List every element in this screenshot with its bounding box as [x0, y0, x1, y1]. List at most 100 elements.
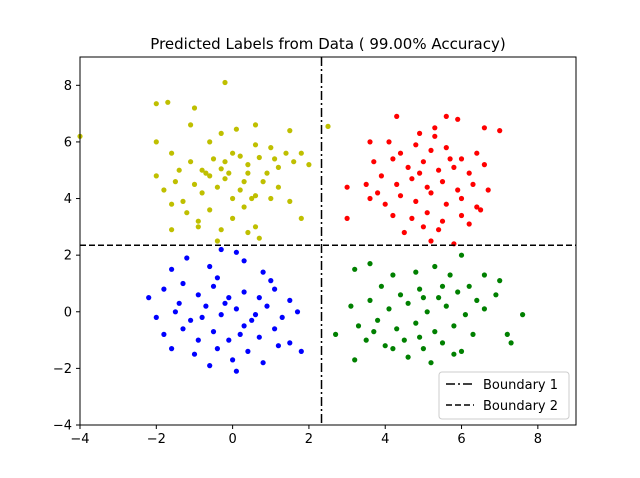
data-point-series-3 [432, 263, 438, 270]
x-tick-label: −4 [70, 432, 89, 447]
data-point-series-1 [394, 113, 400, 119]
data-point-series-1 [420, 224, 426, 230]
data-point-series-0 [245, 170, 251, 176]
x-tick-label: 6 [457, 432, 465, 447]
data-point-series-0 [199, 167, 205, 173]
data-point-series-2 [222, 300, 228, 306]
data-point-series-3 [405, 300, 411, 306]
data-point-series-1 [390, 156, 396, 162]
data-point-series-2 [188, 317, 194, 323]
data-point-series-2 [241, 323, 247, 329]
data-point-series-0 [203, 170, 209, 176]
data-point-series-1 [397, 150, 404, 156]
data-point-series-0 [298, 150, 304, 156]
axis-ticks-layer: −4 −2 0 2 4 6 8 −4 −2 0 2 4 6 8 [53, 79, 542, 447]
data-point-series-2 [287, 340, 293, 346]
data-point-series-1 [428, 190, 434, 196]
data-point-series-2 [241, 289, 247, 295]
data-point-series-1 [439, 179, 446, 185]
data-point-series-1 [401, 229, 407, 236]
data-point-series-2 [256, 334, 262, 340]
data-point-series-0 [207, 139, 213, 145]
data-point-series-3 [497, 278, 503, 284]
data-point-series-0 [237, 153, 243, 159]
data-point-series-0 [272, 156, 278, 162]
data-point-series-2 [233, 249, 239, 255]
x-tick-label: 8 [534, 432, 542, 447]
data-point-series-0 [249, 195, 255, 202]
data-point-series-2 [298, 348, 304, 354]
data-point-series-2 [294, 309, 301, 315]
data-point-series-2 [260, 360, 266, 366]
data-point-series-3 [504, 331, 510, 337]
data-point-series-3 [401, 337, 407, 343]
data-point-series-2 [241, 258, 247, 264]
data-point-series-2 [256, 295, 262, 301]
data-point-series-0 [222, 159, 228, 165]
data-point-series-2 [207, 263, 213, 270]
data-point-series-2 [233, 306, 239, 312]
data-point-series-0 [214, 184, 220, 190]
data-point-series-2 [203, 303, 209, 309]
data-point-series-3 [424, 309, 430, 315]
data-point-series-0 [195, 224, 201, 230]
data-point-series-0 [199, 190, 205, 196]
data-point-series-1 [432, 125, 438, 131]
data-point-series-1 [428, 238, 434, 244]
data-point-series-3 [386, 306, 392, 312]
data-point-series-2 [230, 357, 236, 363]
data-point-series-1 [436, 227, 442, 233]
data-point-series-2 [279, 314, 285, 320]
data-point-series-3 [405, 354, 411, 360]
data-point-series-1 [382, 201, 388, 207]
data-point-series-3 [390, 346, 396, 352]
plot-frame [79, 56, 577, 426]
data-point-series-3 [470, 331, 476, 337]
data-point-series-3 [458, 348, 465, 354]
data-point-series-2 [237, 331, 243, 337]
data-point-series-3 [432, 329, 438, 335]
data-point-series-0 [275, 184, 281, 190]
data-point-series-3 [458, 252, 465, 258]
data-point-series-3 [420, 346, 426, 352]
data-point-series-1 [397, 193, 404, 199]
y-tick-label: 8 [64, 79, 72, 94]
data-point-series-3 [508, 340, 514, 346]
y-tick-label: 2 [64, 249, 72, 264]
data-point-series-0 [169, 150, 175, 156]
data-point-series-1 [443, 113, 449, 119]
data-point-series-2 [249, 317, 255, 323]
data-point-series-0 [153, 173, 159, 179]
data-point-series-1 [466, 221, 472, 227]
data-point-series-3 [466, 283, 472, 289]
data-point-series-0 [291, 159, 297, 165]
data-point-series-2 [184, 255, 190, 261]
data-point-series-3 [413, 269, 419, 275]
data-point-series-2 [260, 269, 266, 275]
data-point-series-1 [436, 167, 442, 173]
data-point-series-0 [275, 164, 281, 170]
data-point-series-3 [455, 289, 461, 295]
data-point-series-2 [176, 300, 182, 306]
data-point-series-0 [169, 227, 175, 233]
data-point-series-1 [344, 184, 350, 190]
data-point-series-3 [439, 340, 446, 346]
data-point-series-0 [195, 218, 201, 224]
data-point-series-0 [256, 235, 262, 241]
data-point-series-1 [451, 164, 457, 170]
data-point-series-0 [207, 207, 213, 213]
data-point-series-2 [199, 314, 205, 320]
data-point-series-1 [458, 195, 465, 202]
data-point-series-1 [481, 125, 487, 131]
data-point-series-0 [245, 162, 251, 168]
data-point-series-1 [378, 173, 384, 179]
data-point-series-1 [466, 170, 472, 176]
data-point-series-2 [169, 346, 175, 352]
data-point-series-0 [298, 215, 304, 221]
data-point-series-2 [233, 368, 239, 374]
data-point-series-3 [375, 317, 381, 323]
data-point-series-0 [306, 162, 312, 168]
data-point-series-1 [413, 198, 419, 204]
data-point-series-0 [165, 99, 171, 105]
data-point-series-3 [397, 292, 404, 298]
